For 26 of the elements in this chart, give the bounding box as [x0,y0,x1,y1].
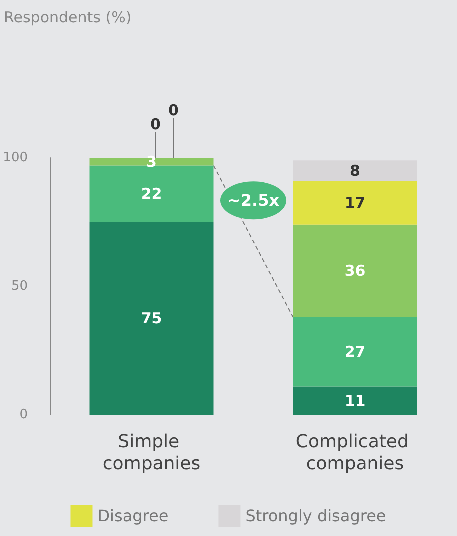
bar [90,166,214,222]
legend-label: Strongly disagree [246,506,386,526]
bar [293,160,418,182]
data-label: 3 [146,152,157,171]
legend-label: Disagree [98,506,169,526]
y-tick-label: 50 [11,279,28,294]
text: Respondents (%) [4,8,132,26]
bar [293,317,418,387]
x-tick-label: Complicated companies [296,432,415,474]
bar [293,181,418,225]
data-label: 27 [344,343,366,362]
bar [293,386,418,415]
data-label: 17 [344,194,366,212]
bar [90,222,214,415]
data-label: 8 [350,162,360,180]
data-label: 0 [168,102,179,120]
y-tick-label: 0 [20,408,28,422]
bar [293,224,418,318]
data-label: 22 [141,184,162,203]
data-label: 11 [344,392,366,410]
x-tick-label: Simple companies [102,432,201,474]
data-label: 36 [344,262,366,280]
annotation: ~2.5x [227,191,280,210]
y-tick-label: 100 [3,150,28,166]
data-label: 0 [150,116,161,134]
data-label: 75 [141,310,162,328]
